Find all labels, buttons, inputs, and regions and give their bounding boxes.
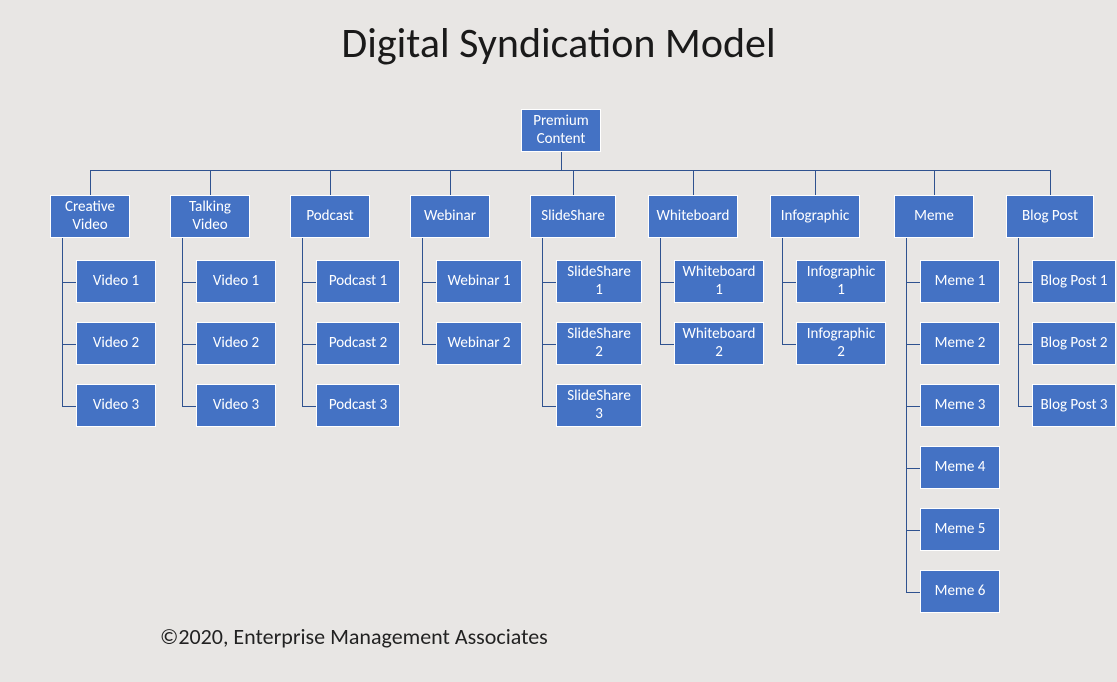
connector xyxy=(330,170,331,195)
child-node: Whiteboard1 xyxy=(674,260,764,303)
connector xyxy=(302,406,316,407)
category-node: Infographic xyxy=(770,195,860,238)
category-node: Meme xyxy=(894,195,974,238)
connector xyxy=(815,170,816,195)
child-node: Podcast 3 xyxy=(316,384,400,427)
connector xyxy=(906,530,920,531)
connector xyxy=(934,170,935,195)
connector xyxy=(62,238,63,406)
category-node: Blog Post xyxy=(1006,195,1094,238)
connector xyxy=(1050,170,1051,195)
connector xyxy=(1018,282,1032,283)
connector xyxy=(660,238,661,344)
child-node: Infographic1 xyxy=(796,260,886,303)
connector xyxy=(422,344,436,345)
child-node: Podcast 1 xyxy=(316,260,400,303)
child-node: Podcast 2 xyxy=(316,322,400,365)
child-node: Meme 4 xyxy=(920,446,1000,489)
connector xyxy=(90,170,91,195)
child-node: SlideShare3 xyxy=(556,384,642,427)
child-node: Video 2 xyxy=(196,322,276,365)
child-node: Blog Post 3 xyxy=(1032,384,1116,427)
connector xyxy=(906,468,920,469)
category-node: SlideShare xyxy=(530,195,616,238)
connector xyxy=(906,238,907,592)
connector xyxy=(906,592,920,593)
child-node: Meme 5 xyxy=(920,508,1000,551)
category-node: Podcast xyxy=(290,195,370,238)
category-node: Webinar xyxy=(410,195,490,238)
child-node: Meme 3 xyxy=(920,384,1000,427)
connector xyxy=(542,344,556,345)
connector xyxy=(782,238,783,344)
connector xyxy=(302,282,316,283)
child-node: Video 1 xyxy=(196,260,276,303)
connector xyxy=(182,238,183,406)
diagram-canvas: { "title": "Digital Syndication Model", … xyxy=(0,0,1117,682)
child-node: Meme 2 xyxy=(920,322,1000,365)
child-node: Webinar 2 xyxy=(436,322,522,365)
connector xyxy=(302,238,303,406)
connector xyxy=(62,282,76,283)
connector xyxy=(1018,238,1019,406)
connector xyxy=(573,170,574,195)
child-node: Whiteboard2 xyxy=(674,322,764,365)
connector xyxy=(906,344,920,345)
connector xyxy=(62,344,76,345)
copyright-text: ©2020, Enterprise Management Associates xyxy=(160,623,548,650)
connector xyxy=(542,238,543,406)
connector xyxy=(182,344,196,345)
child-node: Meme 6 xyxy=(920,570,1000,613)
category-node: CreativeVideo xyxy=(50,195,130,238)
root-node: PremiumContent xyxy=(521,109,601,152)
child-node: Webinar 1 xyxy=(436,260,522,303)
connector xyxy=(542,282,556,283)
connector xyxy=(1018,344,1032,345)
child-node: Video 1 xyxy=(76,260,156,303)
connector xyxy=(693,170,694,195)
connector xyxy=(906,282,920,283)
connector xyxy=(422,238,423,344)
connector xyxy=(90,170,1050,171)
connector xyxy=(210,170,211,195)
connector xyxy=(182,282,196,283)
connector xyxy=(1018,406,1032,407)
diagram-title: Digital Syndication Model xyxy=(0,18,1117,69)
connector xyxy=(660,282,674,283)
child-node: Blog Post 1 xyxy=(1032,260,1116,303)
category-node: TalkingVideo xyxy=(170,195,250,238)
connector xyxy=(561,152,562,170)
connector xyxy=(182,406,196,407)
child-node: Meme 1 xyxy=(920,260,1000,303)
connector xyxy=(422,282,436,283)
child-node: SlideShare1 xyxy=(556,260,642,303)
category-node: Whiteboard xyxy=(648,195,738,238)
child-node: Video 3 xyxy=(196,384,276,427)
connector xyxy=(782,282,796,283)
connector xyxy=(450,170,451,195)
connector xyxy=(660,344,674,345)
child-node: Video 2 xyxy=(76,322,156,365)
child-node: SlideShare2 xyxy=(556,322,642,365)
connector xyxy=(302,344,316,345)
child-node: Video 3 xyxy=(76,384,156,427)
connector xyxy=(906,406,920,407)
connector xyxy=(542,406,556,407)
connector xyxy=(782,344,796,345)
child-node: Blog Post 2 xyxy=(1032,322,1116,365)
connector xyxy=(62,406,76,407)
child-node: Infographic2 xyxy=(796,322,886,365)
